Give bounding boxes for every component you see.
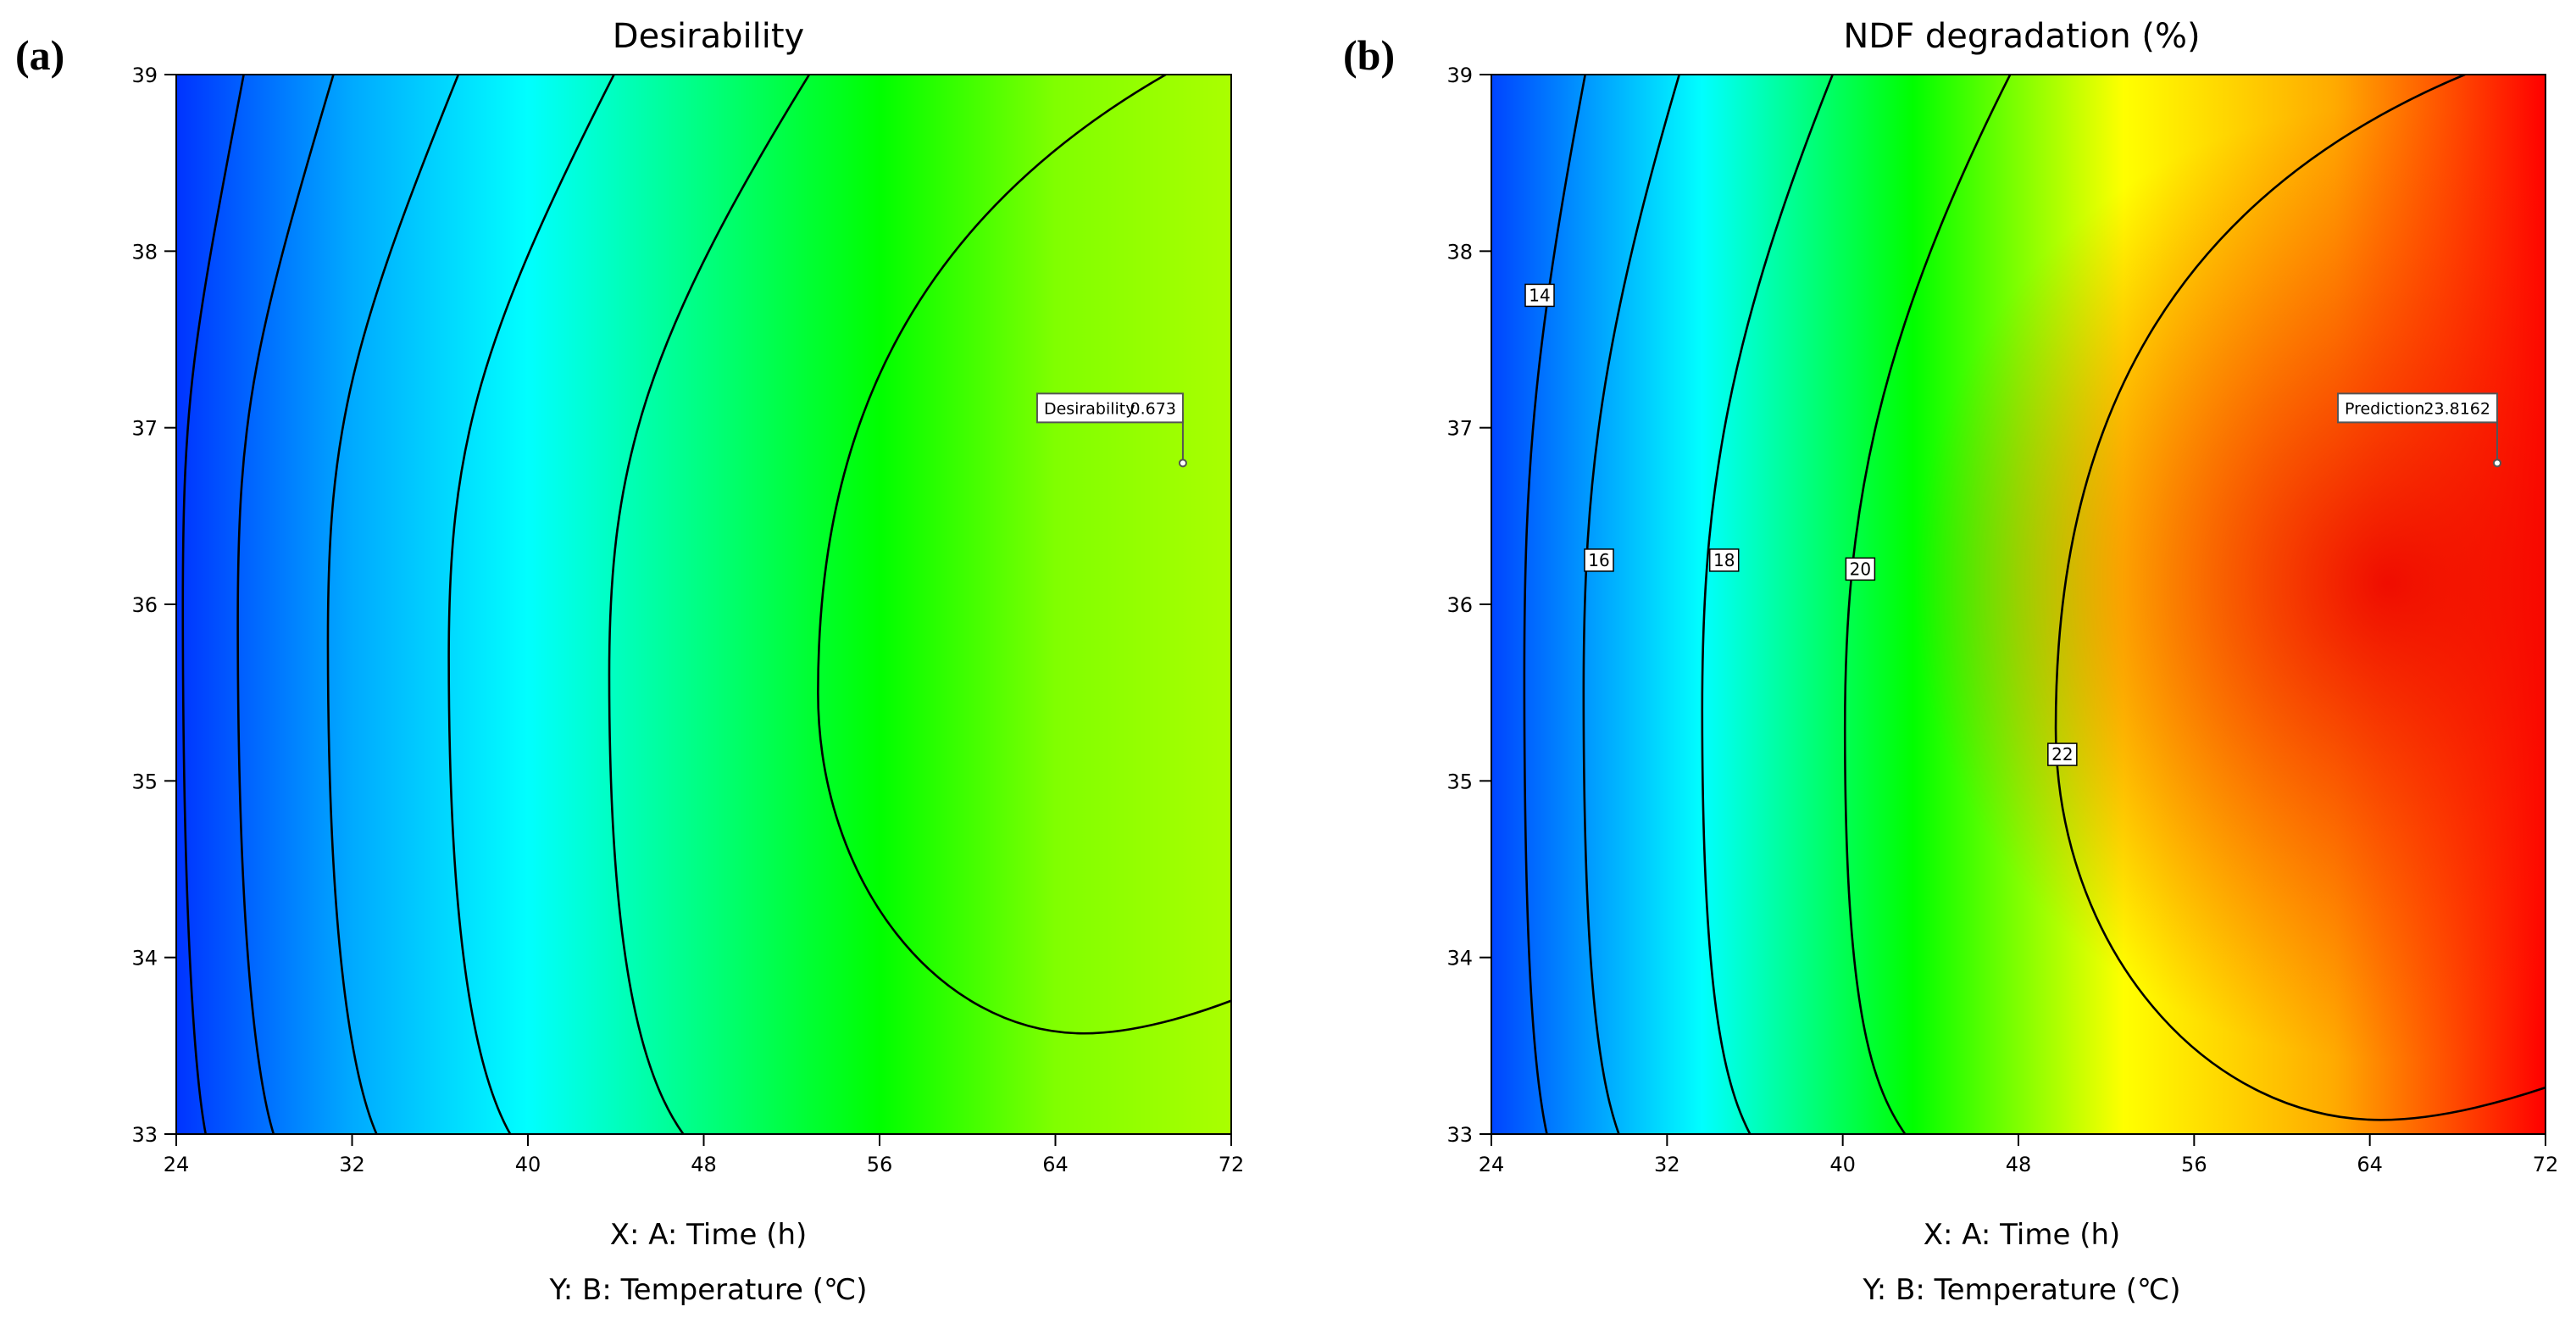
color-field-core xyxy=(1491,75,2545,1134)
annotation-label: Prediction xyxy=(2345,399,2424,418)
x-tick-label: 24 xyxy=(1479,1153,1505,1176)
contour-label-14: 14 xyxy=(1524,283,1555,308)
x-tick-label: 40 xyxy=(1829,1153,1856,1176)
y-tick-label: 34 xyxy=(1446,947,1473,970)
annotation-value: 0.673 xyxy=(1130,399,1176,418)
y-tick-label: 34 xyxy=(131,947,158,970)
y-tick-label: 38 xyxy=(131,240,158,264)
x-tick-label: 64 xyxy=(2357,1153,2383,1176)
flag-box xyxy=(1035,392,1184,424)
contour-line-14 xyxy=(1523,75,1587,1134)
annotation-flag[interactable]: Prediction 23.8162 xyxy=(2336,392,2501,468)
flag-point xyxy=(1178,459,1187,468)
y-tick-label: 37 xyxy=(1446,417,1473,441)
x-tick-label: 40 xyxy=(515,1153,541,1176)
x-tick-label: 56 xyxy=(867,1153,893,1176)
y-tick-label: 33 xyxy=(1446,1123,1473,1147)
contour-lines xyxy=(181,75,1231,1134)
contour-label-box xyxy=(1845,557,1876,581)
contour-label-text: 22 xyxy=(2051,744,2073,765)
contour-label-16: 16 xyxy=(1584,548,1614,572)
y-tick-label: 35 xyxy=(131,770,158,793)
panel-label: (a) xyxy=(15,31,64,79)
x-axis-title: X: A: Time (h) xyxy=(610,1218,808,1252)
y-tick-label: 37 xyxy=(131,417,158,441)
plot-title: NDF degradation (%) xyxy=(1843,17,2200,56)
color-field xyxy=(176,75,1231,1134)
y-tick-label: 35 xyxy=(1446,770,1473,793)
contour-line-20 xyxy=(1843,75,2012,1134)
contour-lines xyxy=(1523,75,2545,1134)
y-axis-title: Y: B: Temperature (℃) xyxy=(1863,1273,2181,1307)
y-tick-label: 38 xyxy=(1446,240,1473,264)
y-axis-title: Y: B: Temperature (℃) xyxy=(549,1273,868,1307)
x-tick-label: 72 xyxy=(2533,1153,2559,1176)
x-axis-title: X: A: Time (h) xyxy=(1924,1218,2121,1252)
contour-label-18: 18 xyxy=(1708,548,1740,572)
y-tick-label: 39 xyxy=(131,64,158,87)
contour-line-18 xyxy=(1701,75,1835,1134)
annotation-value: 23.8162 xyxy=(2423,399,2490,418)
flag-point xyxy=(2492,459,2501,468)
contour-line-0.1 xyxy=(181,75,245,1134)
contour-line-0.3 xyxy=(326,75,460,1134)
contour-label-box xyxy=(2047,742,2078,766)
contour-label-box xyxy=(1708,548,1740,572)
contour-line-22 xyxy=(2054,75,2545,1121)
x-tick-label: 56 xyxy=(2181,1153,2207,1176)
contour-line-0.2 xyxy=(236,75,335,1134)
x-tick-label: 24 xyxy=(164,1153,190,1176)
x-tick-label: 32 xyxy=(1654,1153,1680,1176)
contour-label-text: 14 xyxy=(1529,285,1550,305)
x-tick-label: 48 xyxy=(2006,1153,2032,1176)
contour-line-16 xyxy=(1582,75,1681,1134)
x-tick-label: 32 xyxy=(339,1153,365,1176)
x-tick-label: 72 xyxy=(1219,1153,1245,1176)
x-tick-label: 48 xyxy=(691,1153,717,1176)
contour-line-0.6 xyxy=(817,75,1231,1035)
y-tick-label: 36 xyxy=(1446,593,1473,617)
y-tick-label: 36 xyxy=(131,593,158,617)
contour-label-text: 20 xyxy=(1850,559,1871,579)
panel-label: (b) xyxy=(1343,31,1395,79)
contour-label-box xyxy=(1584,548,1614,572)
contour-line-0.4 xyxy=(447,75,616,1134)
panel-b: 14 16 18 20 22 Prediction 23.8162 24 32 40 48 56 64 7… xyxy=(1343,17,2559,1307)
contour-line-0.5 xyxy=(608,75,811,1134)
x-tick-label: 64 xyxy=(1042,1153,1069,1176)
flag-box xyxy=(2336,392,2498,424)
annotation-label: Desirability xyxy=(1044,399,1135,418)
contour-label-22: 22 xyxy=(2047,742,2078,766)
plot-title: Desirability xyxy=(613,17,804,56)
contour-label-text: 16 xyxy=(1588,550,1609,570)
contour-label-text: 18 xyxy=(1713,550,1735,570)
y-tick-label: 39 xyxy=(1446,64,1473,87)
y-tick-label: 33 xyxy=(131,1123,158,1147)
contour-label-box xyxy=(1524,283,1555,308)
contour-label-20: 20 xyxy=(1845,557,1876,581)
